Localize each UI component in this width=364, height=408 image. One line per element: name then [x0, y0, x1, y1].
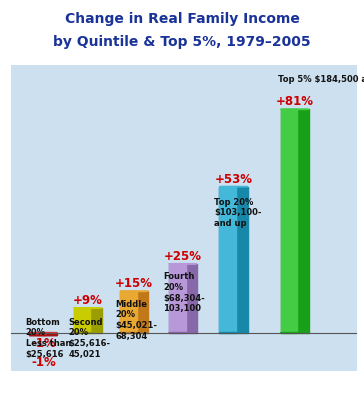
Text: Top 5% $184,500 and up: Top 5% $184,500 and up: [278, 75, 364, 84]
Bar: [120, 291, 137, 333]
Bar: [281, 109, 309, 333]
Bar: [219, 186, 248, 333]
Bar: [74, 308, 102, 333]
Bar: [74, 308, 90, 333]
Text: Middle
20%
$45,021-
68,304: Middle 20% $45,021- 68,304: [116, 299, 158, 341]
Text: Fourth
20%
$68,304-
103,100: Fourth 20% $68,304- 103,100: [163, 272, 205, 313]
Text: Top 20%
$103,100-
and up: Top 20% $103,100- and up: [214, 197, 262, 228]
Text: Change in Real Family Income: Change in Real Family Income: [64, 12, 300, 26]
Bar: [169, 264, 197, 333]
Text: by Quintile & Top 5%, 1979–2005: by Quintile & Top 5%, 1979–2005: [53, 35, 311, 49]
Bar: [169, 264, 186, 333]
Text: Second
20%
$25,616-
45,021: Second 20% $25,616- 45,021: [69, 317, 111, 359]
Text: +53%: +53%: [214, 173, 253, 186]
Text: -1%: -1%: [31, 355, 56, 368]
Text: +81%: +81%: [276, 95, 313, 109]
Bar: [29, 333, 46, 335]
Text: +9%: +9%: [73, 294, 103, 307]
Bar: [120, 291, 148, 333]
Text: +25%: +25%: [164, 250, 202, 263]
Text: +15%: +15%: [115, 277, 153, 290]
Bar: [219, 186, 236, 333]
Bar: [281, 109, 297, 333]
Text: -1%: -1%: [31, 337, 56, 350]
Text: Bottom
20%
Less than
$25,616: Bottom 20% Less than $25,616: [25, 317, 71, 359]
Bar: [29, 333, 58, 335]
